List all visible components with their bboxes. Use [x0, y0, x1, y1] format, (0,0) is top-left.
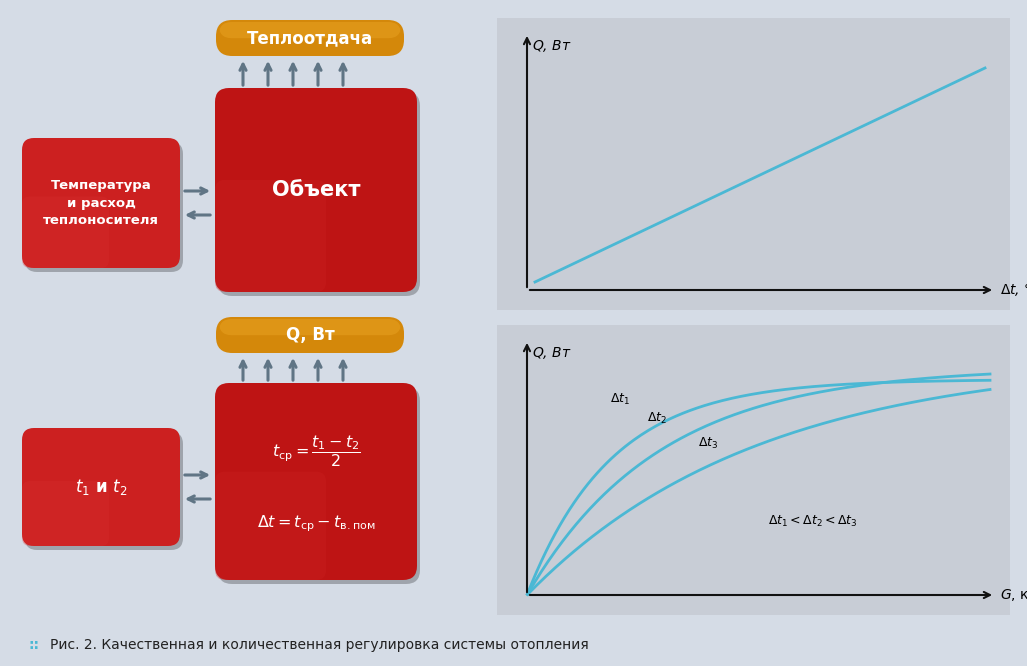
Text: $t_1$ и $t_2$: $t_1$ и $t_2$: [75, 477, 127, 497]
Text: $t_{\rm cp} = \dfrac{t_1 - t_2}{2}$: $t_{\rm cp} = \dfrac{t_1 - t_2}{2}$: [271, 434, 360, 470]
Text: $Q$, Вт: $Q$, Вт: [532, 345, 572, 361]
Text: $\Delta t$, °C: $\Delta t$, °C: [1000, 282, 1027, 298]
Text: Объект: Объект: [272, 180, 360, 200]
FancyBboxPatch shape: [22, 481, 109, 546]
Text: $G$, кг/ч: $G$, кг/ч: [1000, 587, 1027, 603]
FancyBboxPatch shape: [22, 138, 180, 268]
FancyBboxPatch shape: [219, 319, 401, 335]
FancyBboxPatch shape: [215, 472, 327, 580]
Text: $\Delta t_1 < \Delta t_2 < \Delta t_3$: $\Delta t_1 < \Delta t_2 < \Delta t_3$: [768, 514, 858, 529]
Text: Q, Вт: Q, Вт: [286, 326, 335, 344]
FancyBboxPatch shape: [219, 22, 401, 38]
Text: Температура
и расход
теплоносителя: Температура и расход теплоносителя: [43, 179, 159, 227]
FancyBboxPatch shape: [215, 88, 417, 292]
Text: $\Delta t = t_{\rm cp} - t_{\rm в.пом}$: $\Delta t = t_{\rm cp} - t_{\rm в.пом}$: [257, 513, 375, 534]
FancyBboxPatch shape: [215, 383, 417, 580]
FancyBboxPatch shape: [216, 20, 404, 56]
FancyBboxPatch shape: [216, 317, 404, 353]
Text: $Q$, Вт: $Q$, Вт: [532, 38, 572, 54]
Text: Рис. 2. Качественная и количественная регулировка системы отопления: Рис. 2. Качественная и количественная ре…: [50, 638, 588, 652]
FancyBboxPatch shape: [215, 180, 327, 292]
FancyBboxPatch shape: [218, 387, 420, 584]
FancyBboxPatch shape: [25, 432, 183, 550]
FancyBboxPatch shape: [218, 92, 420, 296]
FancyBboxPatch shape: [22, 428, 180, 546]
FancyBboxPatch shape: [25, 142, 183, 272]
Text: $\Delta t_1$: $\Delta t_1$: [610, 392, 631, 406]
Text: $\Delta t_3$: $\Delta t_3$: [698, 436, 719, 451]
FancyBboxPatch shape: [497, 325, 1010, 615]
Text: ::: ::: [28, 638, 39, 652]
Text: $\Delta t_2$: $\Delta t_2$: [647, 411, 668, 426]
Text: Теплоотдача: Теплоотдача: [246, 29, 373, 47]
FancyBboxPatch shape: [497, 18, 1010, 310]
FancyBboxPatch shape: [22, 196, 109, 268]
